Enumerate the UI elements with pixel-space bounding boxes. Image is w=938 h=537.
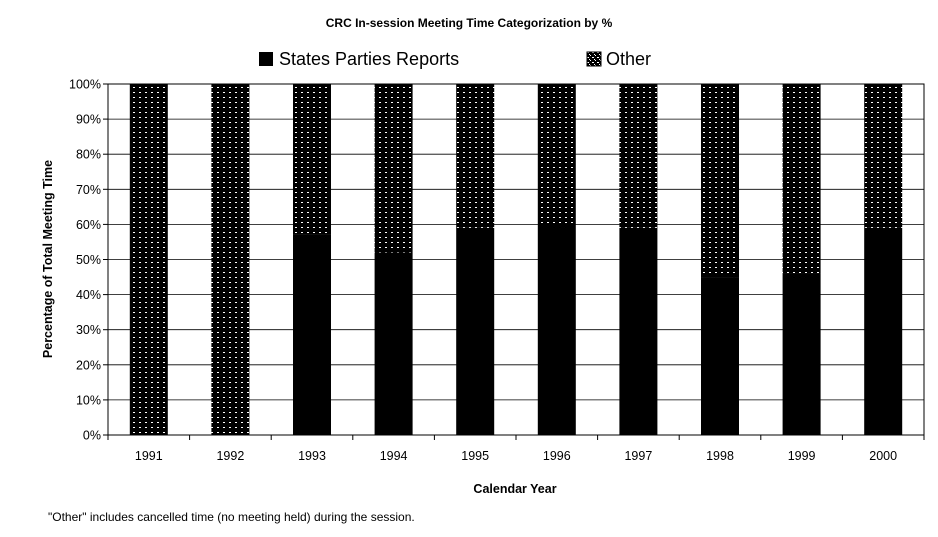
x-tick-label: 1991 — [135, 449, 163, 463]
y-tick-label: 80% — [76, 148, 101, 162]
legend-swatch-states-parties-reports — [259, 52, 273, 66]
y-tick-label: 90% — [76, 113, 101, 127]
bar-other-1992 — [211, 84, 250, 435]
y-tick-label: 30% — [76, 323, 101, 337]
y-tick-label: 100% — [69, 78, 101, 92]
legend-label-states-parties-reports: States Parties Reports — [279, 49, 459, 69]
legend: States Parties Reports Other — [259, 49, 651, 69]
y-tick-label: 0% — [83, 429, 101, 443]
x-tick-label: 1995 — [461, 449, 489, 463]
y-tick-label: 60% — [76, 218, 101, 232]
bar-states-parties-reports-1994 — [374, 252, 413, 435]
bar-states-parties-reports-1997 — [619, 227, 658, 435]
bar-other-1994 — [374, 84, 413, 253]
chart-title: CRC In-session Meeting Time Categorizati… — [326, 16, 613, 30]
bar-other-1996 — [537, 84, 576, 225]
plot-area-border — [107, 83, 925, 436]
bar-states-parties-reports-1998 — [701, 277, 739, 435]
x-tick-label: 1993 — [298, 449, 326, 463]
y-tick-label: 40% — [76, 288, 101, 302]
bar-other-2000 — [864, 84, 903, 228]
bar-states-parties-reports-1999 — [782, 273, 821, 435]
bar-states-parties-reports-1993 — [293, 234, 331, 435]
x-tick-label: 1998 — [706, 449, 734, 463]
y-axis-title: Percentage of Total Meeting Time — [41, 160, 55, 358]
y-tick-label: 50% — [76, 253, 101, 267]
y-tick-label: 10% — [76, 393, 101, 407]
x-axis-ticks: 1991 1992 1993 1994 1995 1996 1997 1998 1999 2000 — [107, 435, 925, 463]
x-tick-label: 1999 — [788, 449, 816, 463]
y-axis-ticks: 0% 10% 20% 30% 40% 50% 60% 70% 80% 90% 100% — [69, 78, 108, 443]
bar-states-parties-reports-1995 — [456, 227, 495, 435]
y-tick-label: 20% — [76, 358, 101, 372]
x-tick-label: 1992 — [216, 449, 244, 463]
bar-other-1991 — [129, 84, 168, 435]
footnote: "Other" includes cancelled time (no meet… — [48, 510, 415, 524]
y-tick-label: 70% — [76, 183, 101, 197]
bar-other-1993 — [293, 84, 331, 235]
legend-label-other: Other — [606, 49, 651, 69]
bar-states-parties-reports-2000 — [864, 227, 903, 435]
bar-other-1997 — [619, 84, 658, 228]
bar-other-1999 — [782, 84, 821, 274]
x-axis-title: Calendar Year — [473, 482, 556, 496]
bar-other-1995 — [456, 84, 495, 228]
bars — [129, 84, 903, 435]
legend-swatch-other — [586, 51, 602, 67]
bar-other-1998 — [701, 84, 739, 278]
x-tick-label: 1997 — [624, 449, 652, 463]
x-tick-label: 1996 — [543, 449, 571, 463]
bar-states-parties-reports-1996 — [537, 224, 576, 435]
x-tick-label: 2000 — [869, 449, 897, 463]
x-tick-label: 1994 — [380, 449, 408, 463]
